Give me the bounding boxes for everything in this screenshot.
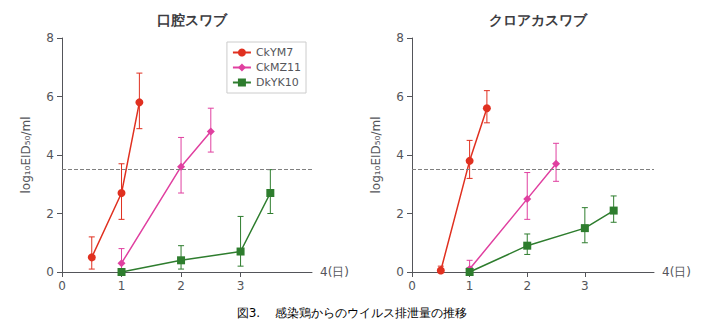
svg-text:クロアカスワブ: クロアカスワブ	[489, 12, 588, 28]
svg-text:0: 0	[58, 279, 66, 293]
svg-text:3: 3	[237, 279, 245, 293]
svg-text:4(日): 4(日)	[320, 265, 349, 279]
svg-text:2: 2	[396, 207, 404, 221]
svg-text:0: 0	[396, 265, 404, 279]
svg-text:4: 4	[396, 148, 404, 162]
svg-text:2: 2	[523, 279, 531, 293]
svg-text:図3. 感染鶏からのウイルス排泄量の推移: 図3. 感染鶏からのウイルス排泄量の推移	[237, 306, 468, 320]
svg-text:log₁₀EID₅₀/ml: log₁₀EID₅₀/ml	[369, 117, 383, 194]
svg-text:6: 6	[46, 90, 54, 104]
svg-text:DkYK10: DkYK10	[256, 76, 299, 89]
svg-text:2: 2	[177, 279, 185, 293]
svg-text:1: 1	[118, 279, 126, 293]
svg-text:4(日): 4(日)	[662, 265, 691, 279]
svg-text:6: 6	[396, 90, 404, 104]
svg-text:0: 0	[46, 265, 54, 279]
svg-text:3: 3	[581, 279, 589, 293]
svg-text:CkYM7: CkYM7	[256, 46, 293, 59]
svg-text:CkMZ11: CkMZ11	[256, 61, 301, 74]
svg-text:1: 1	[466, 279, 474, 293]
svg-text:2: 2	[46, 207, 54, 221]
svg-text:口腔スワブ: 口腔スワブ	[157, 12, 228, 28]
svg-text:4: 4	[46, 148, 54, 162]
svg-text:8: 8	[396, 31, 404, 45]
svg-text:log₁₀EID₅₀/ml: log₁₀EID₅₀/ml	[19, 117, 33, 194]
svg-text:8: 8	[46, 31, 54, 45]
svg-text:0: 0	[408, 279, 416, 293]
